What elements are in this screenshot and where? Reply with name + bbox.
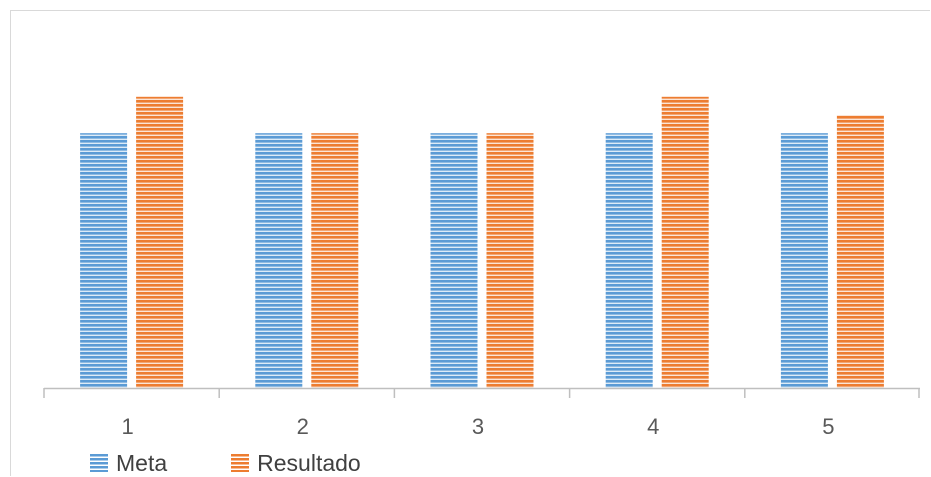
bar-meta-5 xyxy=(780,133,828,388)
legend-label-meta: Meta xyxy=(116,449,168,476)
bars-group xyxy=(80,96,884,389)
legend: Meta Resultado xyxy=(90,449,425,477)
bar-resultado-3 xyxy=(486,133,534,388)
x-tick-label-2: 2 xyxy=(297,414,309,439)
x-axis xyxy=(43,387,920,398)
x-tick-label-1: 1 xyxy=(121,414,133,439)
bar-meta-2 xyxy=(255,133,303,388)
legend-swatch-resultado xyxy=(231,454,250,472)
bar-meta-3 xyxy=(430,133,478,388)
bar-resultado-1 xyxy=(136,96,184,389)
legend-swatch-meta xyxy=(90,454,108,472)
x-tick-label-3: 3 xyxy=(472,414,484,439)
bar-resultado-2 xyxy=(311,133,359,388)
bar-resultado-4 xyxy=(661,96,709,389)
x-tick-label-4: 4 xyxy=(647,414,659,439)
chart-area-border xyxy=(10,10,930,476)
legend-label-resultado: Resultado xyxy=(257,449,361,476)
x-axis-tick-labels: 1 2 3 4 5 xyxy=(121,414,834,439)
bar-meta-4 xyxy=(605,133,653,388)
bar-meta-1 xyxy=(80,133,128,388)
legend-item-meta: Meta xyxy=(90,450,167,477)
legend-item-resultado: Resultado xyxy=(231,450,361,477)
bar-resultado-5 xyxy=(836,115,884,388)
x-tick-label-5: 5 xyxy=(822,414,834,439)
